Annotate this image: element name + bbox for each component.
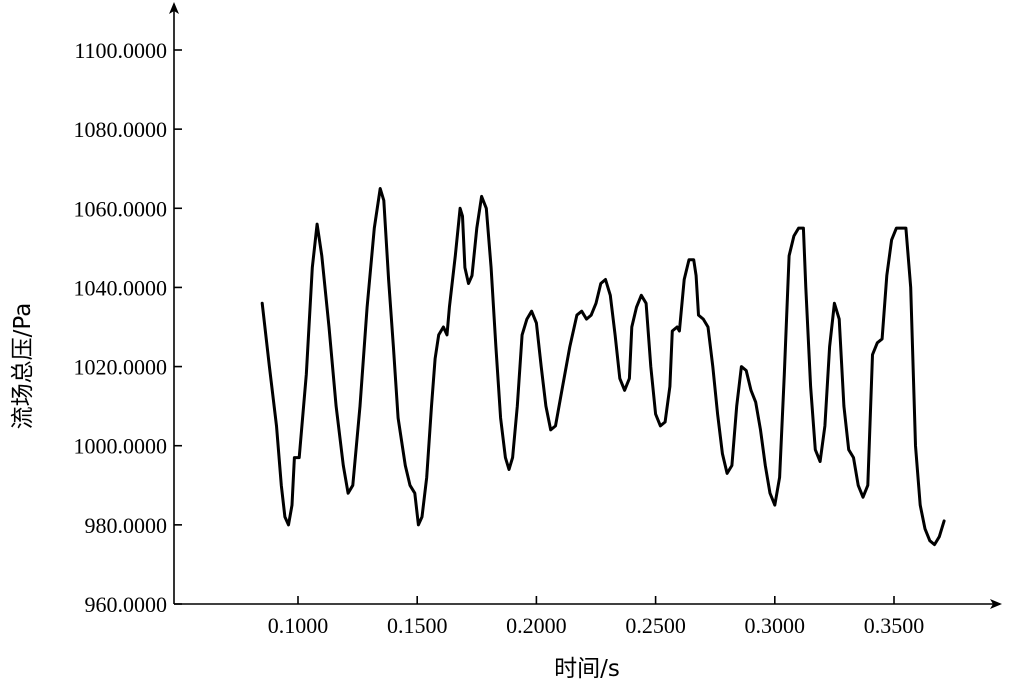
y-axis-title: 流场总压/Pa — [10, 303, 36, 430]
axes — [169, 2, 1002, 609]
x-tick-label: 0.2000 — [506, 613, 567, 638]
x-tick-label: 0.2500 — [625, 613, 686, 638]
series-group — [260, 187, 946, 547]
y-tick-label: 1000.0000 — [74, 434, 168, 459]
y-tick-label: 1080.0000 — [74, 117, 168, 142]
y-tick-label: 960.0000 — [85, 592, 168, 617]
x-tick-label: 0.1000 — [268, 613, 329, 638]
x-tick-label: 0.3000 — [745, 613, 806, 638]
x-tick-label: 0.3500 — [864, 613, 925, 638]
y-tick-label: 1100.0000 — [74, 38, 167, 63]
x-ticks: 0.1000 0.1500 0.2000 0.2500 0.3000 0.3500 — [268, 596, 925, 638]
y-ticks: 960.0000 980.0000 1000.0000 1020.0000 1040.0… — [74, 38, 182, 617]
x-tick-label: 0.1500 — [387, 613, 448, 638]
y-tick-label: 1020.0000 — [74, 355, 168, 380]
series-line-0 — [260, 187, 946, 547]
y-tick-label: 1060.0000 — [74, 196, 168, 221]
y-tick-label: 980.0000 — [85, 513, 168, 538]
x-axis-title: 时间/s — [554, 656, 620, 682]
y-tick-label: 1040.0000 — [74, 275, 168, 300]
